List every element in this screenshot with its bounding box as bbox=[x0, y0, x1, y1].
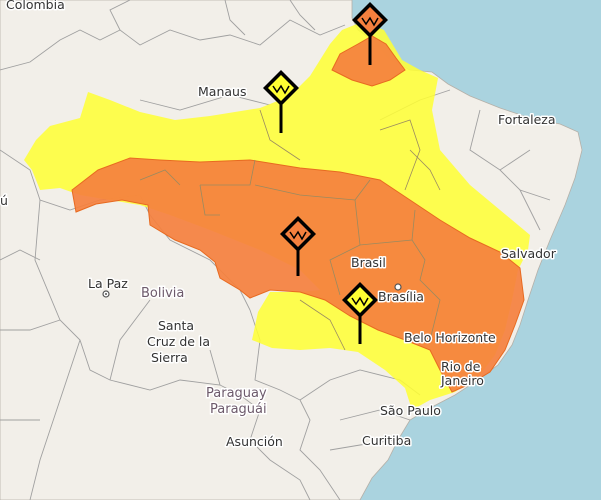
label-paraguay-1: Paraguay bbox=[206, 386, 267, 401]
label-bolivia: Bolivia bbox=[141, 286, 184, 301]
label-edge-fragment: ú bbox=[0, 193, 8, 208]
label-santa-cruz-2: Cruz de la bbox=[147, 334, 210, 349]
label-brasil: Brasil bbox=[351, 255, 386, 270]
label-fortaleza: Fortaleza bbox=[498, 112, 555, 127]
label-salvador: Salvador bbox=[501, 246, 557, 261]
city-dot-brasilia bbox=[394, 283, 402, 291]
label-curitiba: Curitiba bbox=[362, 433, 411, 448]
label-manaus: Manaus bbox=[198, 84, 246, 99]
warning-marker-south[interactable] bbox=[342, 282, 378, 344]
warning-marker-manaus[interactable] bbox=[263, 70, 299, 133]
label-la-paz: La Paz bbox=[88, 276, 128, 291]
label-santa-cruz-1: Santa bbox=[158, 318, 194, 333]
warning-marker-north[interactable] bbox=[352, 2, 388, 65]
label-rio-de-janeiro-2: Janeiro bbox=[440, 373, 484, 388]
label-belo-horizonte: Belo Horizonte bbox=[404, 330, 496, 345]
label-rio-de-janeiro-1: Rio de bbox=[441, 359, 481, 374]
state-borders bbox=[139, 109, 441, 351]
label-santa-cruz-3: Sierra bbox=[151, 350, 188, 365]
label-sao-paulo: São Paulo bbox=[380, 403, 441, 418]
label-brasilia: Brasília bbox=[378, 289, 424, 304]
label-paraguay-2: Paraguái bbox=[210, 402, 267, 417]
warning-marker-central[interactable] bbox=[280, 216, 316, 276]
label-colombia: Colombia bbox=[6, 0, 65, 12]
label-asuncion: Asunción bbox=[226, 434, 283, 449]
